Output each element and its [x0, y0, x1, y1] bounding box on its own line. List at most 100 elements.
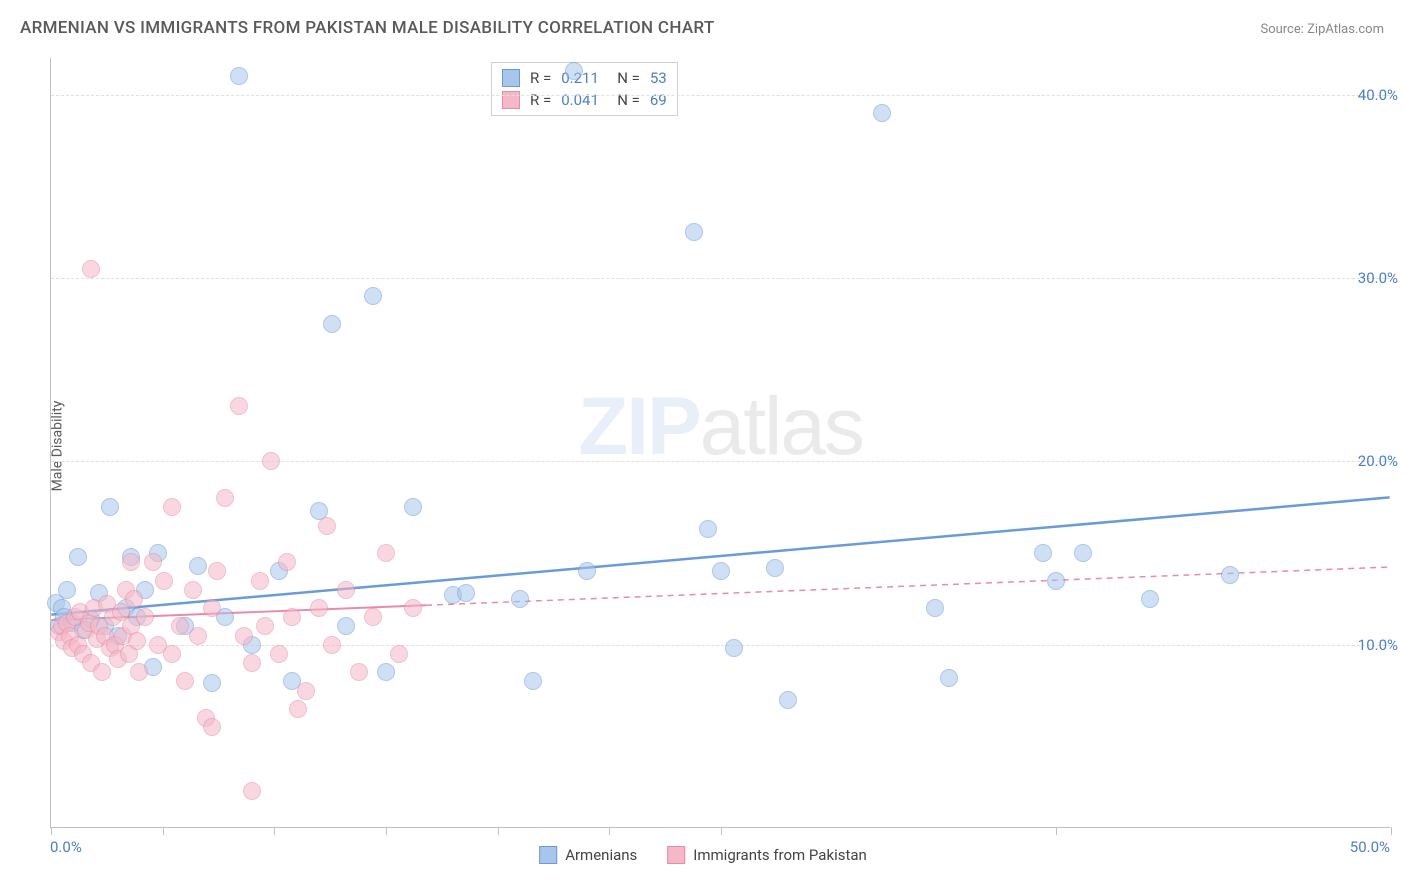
- legend-label-pakistan: Immigrants from Pakistan: [693, 846, 867, 864]
- data-point: [725, 639, 743, 657]
- watermark-atlas: atlas: [700, 381, 863, 472]
- data-point: [69, 548, 87, 566]
- n-value-armenians: 53: [650, 67, 667, 89]
- data-point: [144, 553, 162, 571]
- swatch-armenians: [502, 69, 520, 87]
- plot-area: ZIPatlas R = 0.211 N = 53 R = 0.041 N = …: [50, 58, 1390, 828]
- data-point: [189, 557, 207, 575]
- data-point: [699, 520, 717, 538]
- legend-row-pakistan: R = 0.041 N = 69: [502, 89, 667, 111]
- data-point: [766, 559, 784, 577]
- correlation-legend: R = 0.211 N = 53 R = 0.041 N = 69: [491, 62, 678, 116]
- data-point: [457, 584, 475, 602]
- data-point: [230, 397, 248, 415]
- data-point: [101, 498, 119, 516]
- data-point: [203, 674, 221, 692]
- r-label-2: R =: [530, 89, 551, 111]
- x-tick: [1056, 827, 1057, 835]
- data-point: [1074, 544, 1092, 562]
- data-point: [176, 672, 194, 690]
- data-point: [323, 315, 341, 333]
- data-point: [163, 498, 181, 516]
- r-label: R =: [530, 67, 551, 89]
- data-point: [122, 553, 140, 571]
- data-point: [203, 599, 221, 617]
- data-point: [171, 617, 189, 635]
- data-point: [337, 617, 355, 635]
- data-point: [203, 718, 221, 736]
- trend-lines: [51, 58, 1390, 827]
- data-point: [1034, 544, 1052, 562]
- chart-container: ARMENIAN VS IMMIGRANTS FROM PAKISTAN MAL…: [0, 0, 1406, 892]
- legend-label-armenians: Armenians: [565, 846, 637, 864]
- data-point: [93, 663, 111, 681]
- data-point: [377, 663, 395, 681]
- data-point: [189, 627, 207, 645]
- data-point: [779, 691, 797, 709]
- y-tick-label: 30.0%: [1358, 269, 1398, 287]
- data-point: [125, 590, 143, 608]
- data-point: [278, 553, 296, 571]
- data-point: [82, 260, 100, 278]
- legend-swatch-pakistan: [667, 846, 685, 864]
- gridline: [51, 278, 1390, 279]
- source-label: Source: ZipAtlas.com: [1260, 22, 1384, 37]
- data-point: [230, 67, 248, 85]
- data-point: [243, 654, 261, 672]
- n-label-2: N =: [617, 89, 640, 111]
- data-point: [136, 608, 154, 626]
- legend-item-armenians: Armenians: [539, 846, 637, 864]
- data-point: [685, 223, 703, 241]
- x-tick: [51, 827, 52, 835]
- x-tick: [274, 827, 275, 835]
- data-point: [578, 562, 596, 580]
- x-tick: [386, 827, 387, 835]
- data-point: [318, 517, 336, 535]
- data-point: [1221, 566, 1239, 584]
- data-point: [1141, 590, 1159, 608]
- data-point: [511, 590, 529, 608]
- data-point: [712, 562, 730, 580]
- data-point: [364, 608, 382, 626]
- watermark-zip: ZIP: [578, 381, 700, 472]
- data-point: [337, 581, 355, 599]
- series-legend: Armenians Immigrants from Pakistan: [539, 846, 867, 864]
- data-point: [216, 489, 234, 507]
- n-value-pakistan: 69: [650, 89, 667, 111]
- data-point: [58, 581, 76, 599]
- data-point: [256, 617, 274, 635]
- x-axis-min: 0.0%: [50, 838, 82, 856]
- y-tick-label: 20.0%: [1358, 452, 1398, 470]
- x-axis-max: 50.0%: [1350, 838, 1390, 856]
- data-point: [270, 645, 288, 663]
- r-value-pakistan: 0.041: [561, 89, 607, 111]
- data-point: [310, 599, 328, 617]
- data-point: [390, 645, 408, 663]
- data-point: [940, 669, 958, 687]
- data-point: [297, 682, 315, 700]
- data-point: [350, 663, 368, 681]
- data-point: [323, 636, 341, 654]
- data-point: [1047, 572, 1065, 590]
- data-point: [565, 62, 583, 80]
- x-tick: [609, 827, 610, 835]
- y-tick-label: 10.0%: [1358, 636, 1398, 654]
- x-tick: [721, 827, 722, 835]
- y-tick-label: 40.0%: [1358, 86, 1398, 104]
- legend-item-pakistan: Immigrants from Pakistan: [667, 846, 867, 864]
- data-point: [873, 104, 891, 122]
- data-point: [184, 581, 202, 599]
- data-point: [283, 608, 301, 626]
- data-point: [128, 632, 146, 650]
- gridline: [51, 95, 1390, 96]
- data-point: [404, 498, 422, 516]
- data-point: [262, 452, 280, 470]
- data-point: [155, 572, 173, 590]
- gridline: [51, 461, 1390, 462]
- data-point: [524, 672, 542, 690]
- watermark: ZIPatlas: [578, 380, 863, 474]
- n-label: N =: [617, 67, 640, 89]
- data-point: [404, 599, 422, 617]
- data-point: [364, 287, 382, 305]
- data-point: [377, 544, 395, 562]
